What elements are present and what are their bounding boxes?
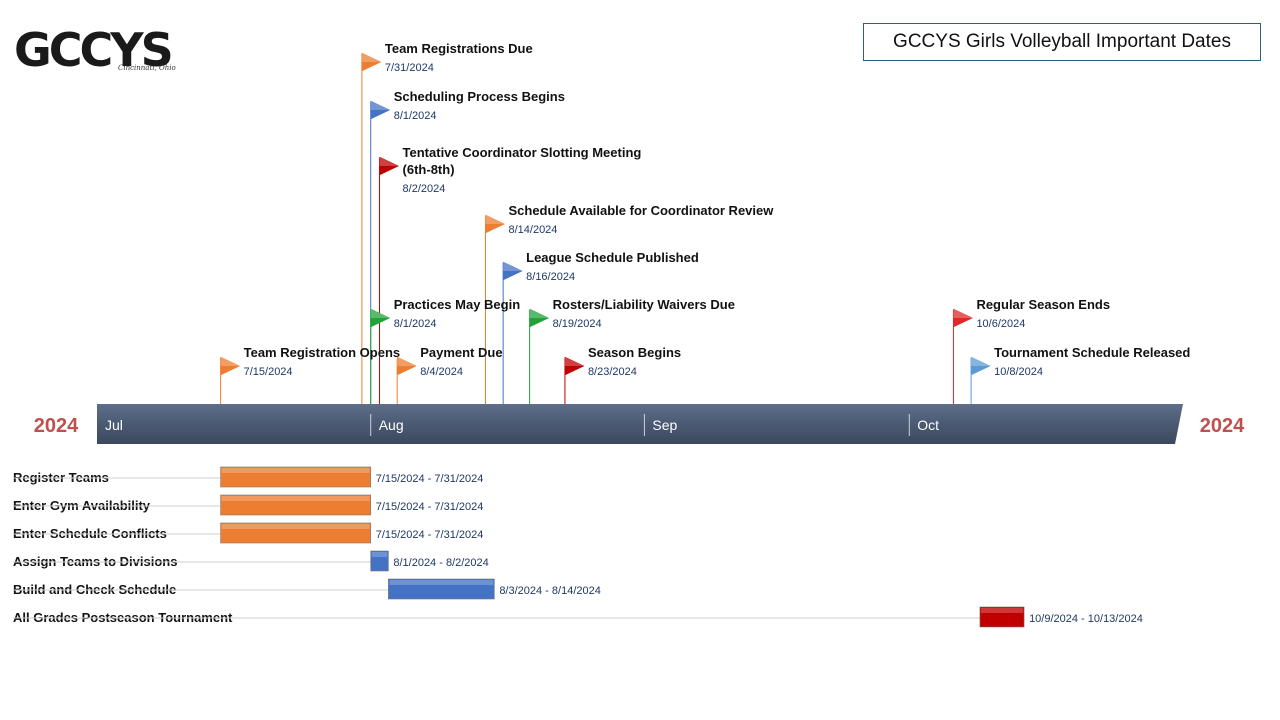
milestone-label: Regular Season Ends bbox=[976, 297, 1110, 312]
task-row: Build and Check Schedule 8/3/2024 - 8/14/… bbox=[13, 578, 601, 600]
month-label: Oct bbox=[917, 417, 939, 433]
milestone-date: 8/2/2024 bbox=[403, 183, 446, 195]
milestone-date: 10/8/2024 bbox=[994, 366, 1043, 378]
milestone-flag-highlight bbox=[503, 262, 523, 271]
milestone-flag-icon bbox=[564, 356, 585, 376]
milestone-flag-icon bbox=[361, 52, 382, 72]
task-bar-highlight bbox=[221, 524, 370, 529]
task-date-range: 7/15/2024 - 7/31/2024 bbox=[376, 501, 484, 513]
milestone-flag-icon bbox=[529, 308, 550, 328]
milestone-label: Practices May Begin bbox=[394, 297, 521, 312]
milestone-flag-icon bbox=[953, 308, 974, 328]
milestone-date: 8/1/2024 bbox=[394, 110, 437, 122]
milestone-flag-highlight bbox=[564, 357, 584, 366]
milestone-flag-highlight bbox=[953, 309, 973, 318]
milestone-flag-icon bbox=[370, 100, 391, 120]
task-date-range: 7/15/2024 - 7/31/2024 bbox=[376, 473, 484, 485]
task-bar bbox=[979, 606, 1025, 628]
milestone-date: 8/16/2024 bbox=[526, 271, 575, 283]
milestone-date: 7/15/2024 bbox=[244, 366, 293, 378]
logo-subtitle: Cincinnati, Ohio bbox=[118, 64, 176, 72]
milestone: Regular Season Ends 10/6/2024 bbox=[952, 297, 1110, 404]
task-bar bbox=[220, 494, 372, 516]
milestone-label: Payment Due bbox=[420, 345, 502, 360]
task-bar-highlight bbox=[371, 552, 388, 557]
page-title: GCCYS Girls Volleyball Important Dates bbox=[863, 23, 1261, 61]
year-label-right: 2024 bbox=[1200, 415, 1245, 437]
milestone-flag-icon bbox=[502, 261, 523, 281]
milestone-date: 8/23/2024 bbox=[588, 366, 637, 378]
task-bar-highlight bbox=[221, 468, 370, 473]
milestone-flag-highlight bbox=[397, 357, 417, 366]
task-bar-highlight bbox=[389, 580, 494, 585]
milestone: Season Begins 8/23/2024 bbox=[564, 345, 681, 404]
task-date-range: 7/15/2024 - 7/31/2024 bbox=[376, 529, 484, 541]
gccys-logo: GCCYS Cincinnati, Ohio bbox=[14, 24, 189, 80]
year-label-left: 2024 bbox=[34, 415, 79, 437]
milestone-label: Scheduling Process Begins bbox=[394, 89, 565, 104]
milestone-label: Schedule Available for Coordinator Revie… bbox=[508, 203, 774, 218]
milestone-label: Tentative Coordinator Slotting Meeting bbox=[403, 145, 642, 160]
task-bar bbox=[220, 522, 372, 544]
month-label: Sep bbox=[652, 417, 677, 433]
timeline-axis-bar bbox=[97, 404, 1183, 444]
milestone-label: Team Registration Opens bbox=[244, 345, 401, 360]
milestone-label: Rosters/Liability Waivers Due bbox=[553, 297, 735, 312]
milestone-label: Team Registrations Due bbox=[385, 41, 533, 56]
milestone-flag-icon bbox=[379, 156, 400, 176]
task-bar-highlight bbox=[980, 608, 1024, 613]
milestone-date: 8/19/2024 bbox=[553, 318, 602, 330]
milestone: Team Registrations Due 7/31/2024 bbox=[361, 41, 533, 404]
task-row: All Grades Postseason Tournament 10/9/202… bbox=[13, 606, 1143, 628]
milestone-flag-highlight bbox=[361, 53, 381, 62]
task-date-range: 8/1/2024 - 8/2/2024 bbox=[393, 557, 488, 569]
milestone-date: 8/14/2024 bbox=[508, 224, 557, 236]
task-bar bbox=[370, 550, 389, 572]
task-bar-highlight bbox=[221, 496, 370, 501]
milestone-label: Season Begins bbox=[588, 345, 681, 360]
milestone-flag-highlight bbox=[529, 309, 549, 318]
milestone-flag-icon bbox=[485, 214, 506, 234]
task-date-range: 8/3/2024 - 8/14/2024 bbox=[499, 585, 601, 597]
milestone-date: 10/6/2024 bbox=[976, 318, 1025, 330]
task-row: Enter Schedule Conflicts 7/15/2024 - 7/31… bbox=[13, 522, 484, 544]
logo-text: GCCYS bbox=[14, 23, 174, 77]
milestone-flag-icon bbox=[370, 308, 391, 328]
milestone: Rosters/Liability Waivers Due 8/19/2024 bbox=[529, 297, 735, 404]
task-bar bbox=[220, 466, 372, 488]
milestone: Tournament Schedule Released 10/8/2024 bbox=[970, 345, 1190, 404]
milestone-date: 7/31/2024 bbox=[385, 62, 434, 74]
milestone-label: League Schedule Published bbox=[526, 250, 699, 265]
milestone: Team Registration Opens 7/15/2024 bbox=[220, 345, 401, 404]
milestone: Scheduling Process Begins 8/1/2024 bbox=[370, 89, 565, 404]
milestone-flag-icon bbox=[220, 356, 241, 376]
milestone-date: 8/1/2024 bbox=[394, 318, 437, 330]
milestone: Payment Due 8/4/2024 bbox=[396, 345, 503, 404]
task-date-range: 10/9/2024 - 10/13/2024 bbox=[1029, 613, 1143, 625]
milestone-label: Tournament Schedule Released bbox=[994, 345, 1190, 360]
milestone-flag-highlight bbox=[379, 157, 399, 166]
task-row: Enter Gym Availability 7/15/2024 - 7/31/2… bbox=[13, 494, 484, 516]
milestone: Schedule Available for Coordinator Revie… bbox=[484, 203, 774, 404]
milestone-flag-highlight bbox=[485, 215, 505, 224]
month-label: Jul bbox=[105, 417, 123, 433]
task-bar bbox=[388, 578, 495, 600]
milestone-flag-highlight bbox=[220, 357, 240, 366]
milestone: Practices May Begin 8/1/2024 bbox=[370, 297, 521, 404]
milestone-date: 8/4/2024 bbox=[420, 366, 463, 378]
milestone: Tentative Coordinator Slotting Meeting (6… bbox=[379, 145, 642, 404]
milestone: League Schedule Published 8/16/2024 bbox=[502, 250, 699, 404]
task-row: Assign Teams to Divisions 8/1/2024 - 8/2/… bbox=[13, 550, 489, 572]
milestone-flag-highlight bbox=[370, 309, 390, 318]
milestone-flag-icon bbox=[396, 356, 417, 376]
month-label: Aug bbox=[379, 417, 404, 433]
milestone-label: (6th-8th) bbox=[403, 162, 455, 177]
milestone-flag-highlight bbox=[370, 101, 390, 110]
task-row: Register Teams 7/15/2024 - 7/31/2024 bbox=[13, 466, 484, 488]
milestone-flag-highlight bbox=[971, 357, 991, 366]
milestone-flag-icon bbox=[970, 356, 991, 376]
